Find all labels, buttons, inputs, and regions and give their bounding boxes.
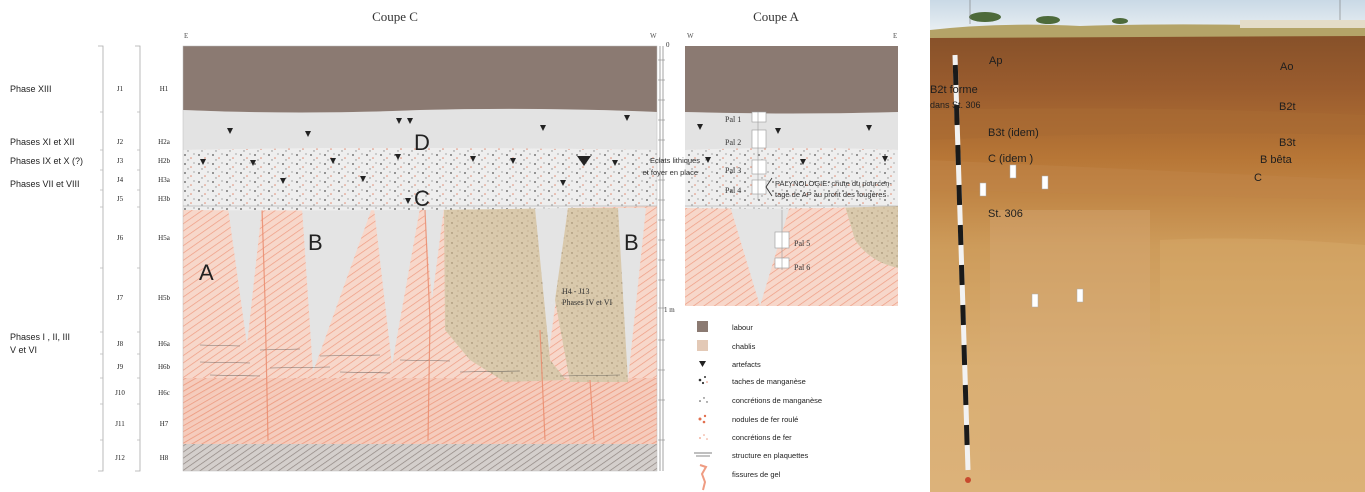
photo-label-b2t-left-1: B2t forme [930, 84, 978, 96]
legend-label: structure en plaquettes [732, 451, 809, 460]
legend: labour chablis artefacts taches de manga… [694, 321, 822, 491]
profile-photo [930, 0, 1365, 492]
depth-scale [658, 46, 665, 471]
orient-c-left: E [184, 32, 188, 40]
photo-label-st306: St. 306 [988, 208, 1023, 220]
phase-ix-x-label: Phases IX et X (?) [10, 156, 83, 166]
legend-swatch-chablis [697, 340, 708, 351]
photo-label-b3t-left: B3t (idem) [988, 127, 1039, 139]
h-label: H8 [160, 454, 169, 462]
phase-xiii-label: Phase XIII [10, 84, 52, 94]
j-label: J3 [117, 157, 124, 165]
palynologie-note-1: PALYNOLOGIE: chute du pourcen- [775, 179, 892, 188]
phase-xi-xii-label: Phases XI et XII [10, 137, 75, 147]
photo-label-c-right: C [1254, 172, 1262, 184]
h-label: H6a [158, 340, 171, 348]
pal-label: Pal 2 [725, 138, 741, 147]
h-label: H2b [158, 157, 171, 165]
eclats-note-1: Eclats lithiques [650, 156, 700, 165]
j-label: J11 [115, 420, 125, 428]
h-label: H6b [158, 363, 171, 371]
photo-label-b2t-right: B2t [1279, 101, 1296, 113]
legend-swatch-concretions-fe [699, 434, 708, 440]
eclats-note-2: et foyer en place [643, 168, 698, 177]
title-coupe-a: Coupe A [753, 9, 799, 24]
orient-a-left: W [687, 32, 694, 40]
legend-label: concrétions de fer [732, 433, 792, 442]
h-label: H7 [160, 420, 169, 428]
legend-label: taches de manganèse [732, 377, 806, 386]
pal-label: Pal 3 [725, 166, 741, 175]
j-label: J1 [117, 85, 124, 93]
legend-label: artefacts [732, 360, 761, 369]
chablis-label-1: H4 - J13 [562, 287, 590, 296]
legend-label: nodules de fer roulé [732, 415, 798, 424]
h-label: H2a [158, 138, 171, 146]
chablis-label-2: Phases IV et VI [562, 298, 612, 307]
photo-label-b2t-left-2: dans St. 306 [930, 100, 981, 110]
scale-bottom-label: 1 m [664, 306, 675, 314]
legend-label: fissures de gel [732, 470, 781, 479]
h-label: H5a [158, 234, 171, 242]
pal-label: Pal 6 [794, 263, 810, 272]
legend-swatch-taches [698, 376, 708, 385]
photo-label-b3t-right: B3t [1279, 137, 1296, 149]
legend-swatch-plaquettes [694, 452, 712, 457]
scale-top-label: 0 [666, 41, 670, 49]
h-label: H1 [160, 85, 169, 93]
phase-brackets [98, 45, 141, 472]
phase-i-vi-label-2: V et VI [10, 345, 37, 355]
orient-a-right: E [893, 32, 897, 40]
j-label: J5 [117, 195, 124, 203]
section-letter-c: C [414, 186, 430, 211]
j-label: J9 [117, 363, 124, 371]
orient-c-right: W [650, 32, 657, 40]
photo-label-ao: Ao [1280, 61, 1293, 73]
j-label: J8 [117, 340, 124, 348]
j-label: J2 [117, 138, 124, 146]
h-label: H5b [158, 294, 171, 302]
photo-label-c-left: C (idem ) [988, 153, 1033, 165]
legend-swatch-concretions-mn [699, 397, 708, 403]
legend-swatch-nodules [698, 414, 707, 424]
phase-i-vi-label-1: Phases I , II, III [10, 332, 70, 342]
title-coupe-c: Coupe C [372, 9, 418, 24]
j-label: J10 [115, 389, 125, 397]
pal-label: Pal 4 [725, 186, 741, 195]
legend-label: chablis [732, 342, 756, 351]
section-letter-a: A [199, 260, 214, 285]
section-letter-d: D [414, 130, 430, 155]
j-label: J6 [117, 234, 124, 242]
h-label: H3a [158, 176, 171, 184]
j-label: J7 [117, 294, 124, 302]
coupe-c-section [182, 45, 658, 472]
phase-vii-viii-label: Phases VII et VIII [10, 179, 80, 189]
measuring-pole [952, 54, 971, 483]
pal-label: Pal 5 [794, 239, 810, 248]
j-label: J12 [115, 454, 125, 462]
h-label: H3b [158, 195, 171, 203]
legend-swatch-labour [697, 321, 708, 332]
legend-label: labour [732, 323, 753, 332]
legend-label: concrétions de manganèse [732, 396, 822, 405]
legend-swatch-fissures [699, 464, 708, 491]
j-label: J4 [117, 176, 124, 184]
photo-label-ap: Ap [989, 55, 1002, 67]
palynologie-note-2: tage de AP au profit des fougères [775, 190, 886, 199]
section-letter-b: B [308, 230, 323, 255]
section-letter-b: B [624, 230, 639, 255]
legend-swatch-artefacts [699, 361, 706, 367]
photo-label-b-beta: B bêta [1260, 154, 1293, 166]
pal-label: Pal 1 [725, 115, 741, 124]
coupe-a-section [685, 46, 898, 306]
h-label: H6c [158, 389, 170, 397]
